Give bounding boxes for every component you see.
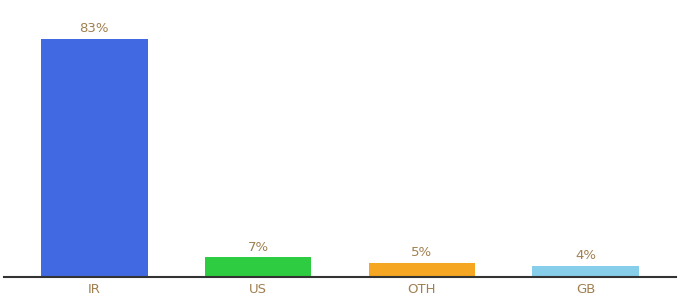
Bar	[532, 266, 639, 277]
Bar	[369, 263, 475, 277]
Bar	[205, 257, 311, 277]
Text: 7%: 7%	[248, 241, 269, 254]
Text: 5%: 5%	[411, 247, 432, 260]
Bar	[41, 39, 148, 277]
Text: 4%: 4%	[575, 249, 596, 262]
Text: 83%: 83%	[80, 22, 109, 35]
